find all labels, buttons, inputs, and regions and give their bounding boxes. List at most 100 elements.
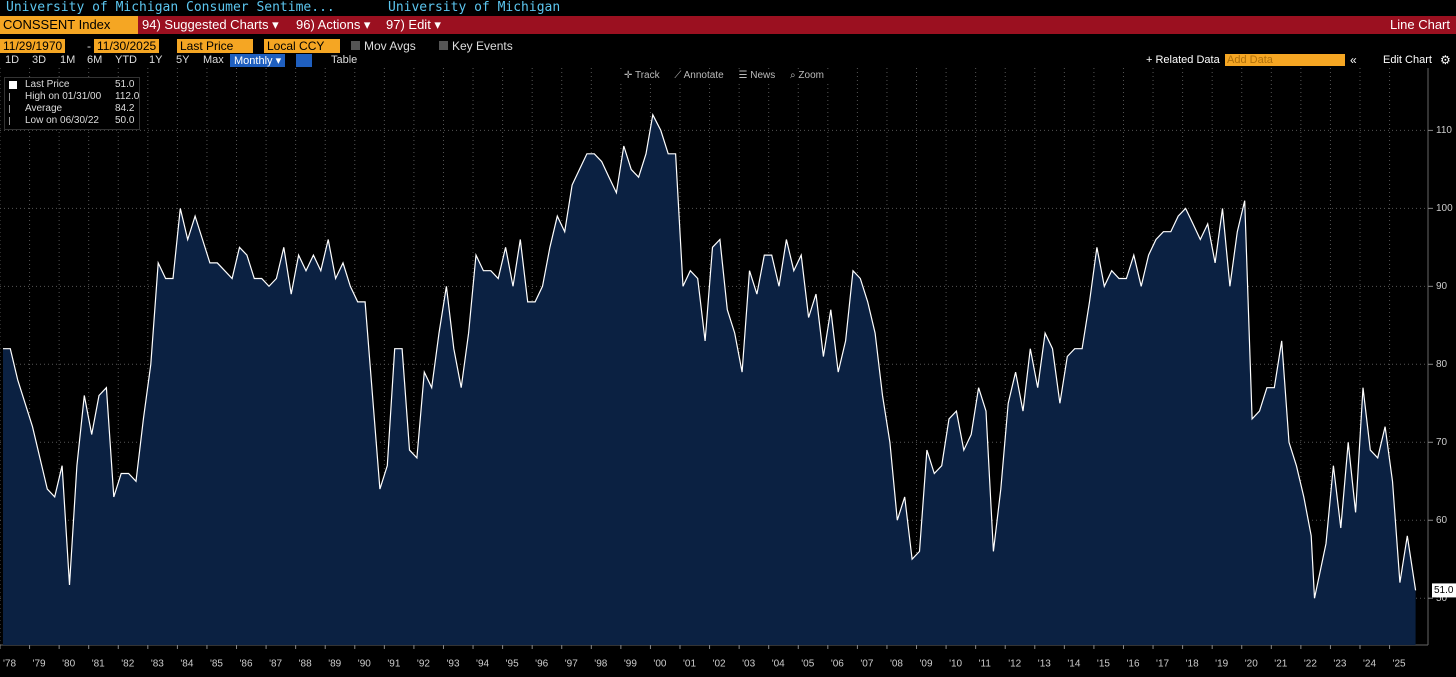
y-tick-label: 60 xyxy=(1436,515,1448,526)
add-data-field[interactable]: Add Data xyxy=(1225,54,1345,66)
x-tick-label: '09 xyxy=(920,659,933,670)
x-tick-label: '05 xyxy=(801,659,814,670)
ticker-field[interactable]: CONSSENT Index xyxy=(0,16,139,34)
x-tick-label: '78 xyxy=(3,659,16,670)
field-select[interactable]: Last Price xyxy=(177,39,254,53)
menu-item[interactable]: 94) Suggested Charts ▾ xyxy=(142,17,279,32)
range-button[interactable]: 1Y xyxy=(149,54,163,66)
y-tick-label: 80 xyxy=(1436,359,1448,370)
x-tick-label: '11 xyxy=(979,659,992,670)
x-tick-label: '86 xyxy=(240,659,253,670)
x-tick-label: '08 xyxy=(890,659,903,670)
x-tick-label: '90 xyxy=(358,659,371,670)
tool-button[interactable]: ⌕ Zoom xyxy=(790,70,824,81)
menu-item[interactable]: 97) Edit ▾ xyxy=(386,17,441,32)
x-tick-label: '19 xyxy=(1215,659,1228,670)
legend-row: Last Price 51.0 xyxy=(5,79,139,91)
x-tick-label: '14 xyxy=(1067,659,1080,670)
x-tick-label: '91 xyxy=(387,659,400,670)
legend-value: 51.0 xyxy=(115,79,135,90)
x-tick-label: '02 xyxy=(713,659,726,670)
source-name: University of Michigan xyxy=(388,0,561,15)
legend-value: 84.2 xyxy=(115,103,135,114)
legend-label: Low on 06/30/22 xyxy=(25,115,99,126)
legend-value: 112.0 xyxy=(115,91,140,102)
y-tick-label: 50 xyxy=(1436,593,1448,604)
tool-label[interactable]: News xyxy=(750,70,776,81)
checkbox[interactable] xyxy=(351,41,360,50)
x-tick-label: '85 xyxy=(210,659,223,670)
tool-label[interactable]: Annotate xyxy=(683,70,724,81)
x-tick-label: '22 xyxy=(1304,659,1317,670)
frequency-select[interactable]: Monthly ▾ xyxy=(230,54,286,67)
chart-icon[interactable] xyxy=(296,54,312,67)
chart-toolbar: ✛ Track ⟋ Annotate ☰ News ⌕ Zoom xyxy=(618,70,830,84)
x-tick-label: '15 xyxy=(1097,659,1110,670)
collapse-icon[interactable]: « xyxy=(1350,53,1357,67)
range-button[interactable]: 5Y xyxy=(176,54,190,66)
x-tick-label: '13 xyxy=(1038,659,1051,670)
x-tick-label: '25 xyxy=(1393,659,1406,670)
tool-label[interactable]: Track xyxy=(634,70,660,81)
range-button[interactable]: 3D xyxy=(32,54,47,66)
x-tick-label: '01 xyxy=(683,659,696,670)
legend-label: High on 01/31/00 xyxy=(25,91,102,102)
legend-row: High on 01/31/00 112.0 xyxy=(5,91,139,103)
range-button[interactable]: YTD xyxy=(115,54,137,66)
legend-value: 50.0 xyxy=(115,115,135,126)
x-tick-label: '96 xyxy=(535,659,548,670)
x-tick-label: '84 xyxy=(180,659,193,670)
x-tick-label: '17 xyxy=(1156,659,1169,670)
range-button[interactable]: 1M xyxy=(60,54,76,66)
legend-symbol xyxy=(9,81,17,89)
chart-kind: Line Chart xyxy=(1390,17,1450,32)
start-date[interactable]: 11/29/1970 xyxy=(0,39,66,53)
x-tick-label: '00 xyxy=(653,659,666,670)
x-tick-label: '83 xyxy=(151,659,164,670)
related-data[interactable]: + Related Data xyxy=(1146,54,1220,66)
x-tick-label: '16 xyxy=(1126,659,1139,670)
currency-select[interactable]: Local CCY xyxy=(264,39,341,53)
legend-panel: Last Price 51.0 High on 01/31/00 112.0 Avera… xyxy=(4,77,140,130)
x-tick-label: '98 xyxy=(594,659,607,670)
x-tick-label: '12 xyxy=(1008,659,1021,670)
x-tick-label: '04 xyxy=(772,659,785,670)
settings-bar: 11/29/1970 - 11/30/2025 Last Price Local… xyxy=(0,38,1456,54)
y-tick-label: 90 xyxy=(1436,281,1448,292)
x-tick-label: '82 xyxy=(121,659,134,670)
tool-button[interactable]: ✛ Track xyxy=(624,70,660,81)
legend-row: Low on 06/30/22 50.0 xyxy=(5,115,139,127)
menu-item[interactable]: 96) Actions ▾ xyxy=(296,17,371,32)
last-value-label: 51.0 xyxy=(1434,585,1454,596)
range-button[interactable]: Max xyxy=(203,54,224,66)
key-events[interactable]: Key Events xyxy=(452,39,513,53)
area xyxy=(2,114,1416,646)
edit-chart[interactable]: Edit Chart xyxy=(1383,54,1432,66)
y-tick-label: 110 xyxy=(1436,125,1452,136)
legend-symbol xyxy=(9,93,18,101)
legend-symbol xyxy=(9,117,18,125)
range-button[interactable]: 6M xyxy=(87,54,103,66)
x-tick-label: '93 xyxy=(446,659,459,670)
last-value-box xyxy=(1432,583,1456,598)
checkbox[interactable] xyxy=(439,41,448,50)
tool-button[interactable]: ⟋ Annotate xyxy=(674,70,724,81)
x-tick-label: '94 xyxy=(476,659,489,670)
line xyxy=(3,112,1417,599)
settings-icon[interactable]: ⚙ xyxy=(1440,53,1451,67)
x-tick-label: '06 xyxy=(831,659,844,670)
tool-button[interactable]: ☰ News xyxy=(738,70,776,81)
mov-avgs[interactable]: Mov Avgs xyxy=(364,39,416,53)
x-tick-label: '99 xyxy=(624,659,637,670)
end-date[interactable]: 11/30/2025 xyxy=(94,39,160,53)
legend-label: Last Price xyxy=(25,79,70,90)
legend-symbol xyxy=(9,105,18,113)
table-button[interactable]: Table xyxy=(331,54,358,66)
x-tick-label: '20 xyxy=(1245,659,1258,670)
x-tick-label: '79 xyxy=(33,659,46,670)
x-tick-label: '95 xyxy=(506,659,519,670)
range-button[interactable]: 1D xyxy=(5,54,20,66)
security-title: University of Michigan Consumer Sentime.… xyxy=(6,0,335,15)
tool-label[interactable]: Zoom xyxy=(798,70,824,81)
